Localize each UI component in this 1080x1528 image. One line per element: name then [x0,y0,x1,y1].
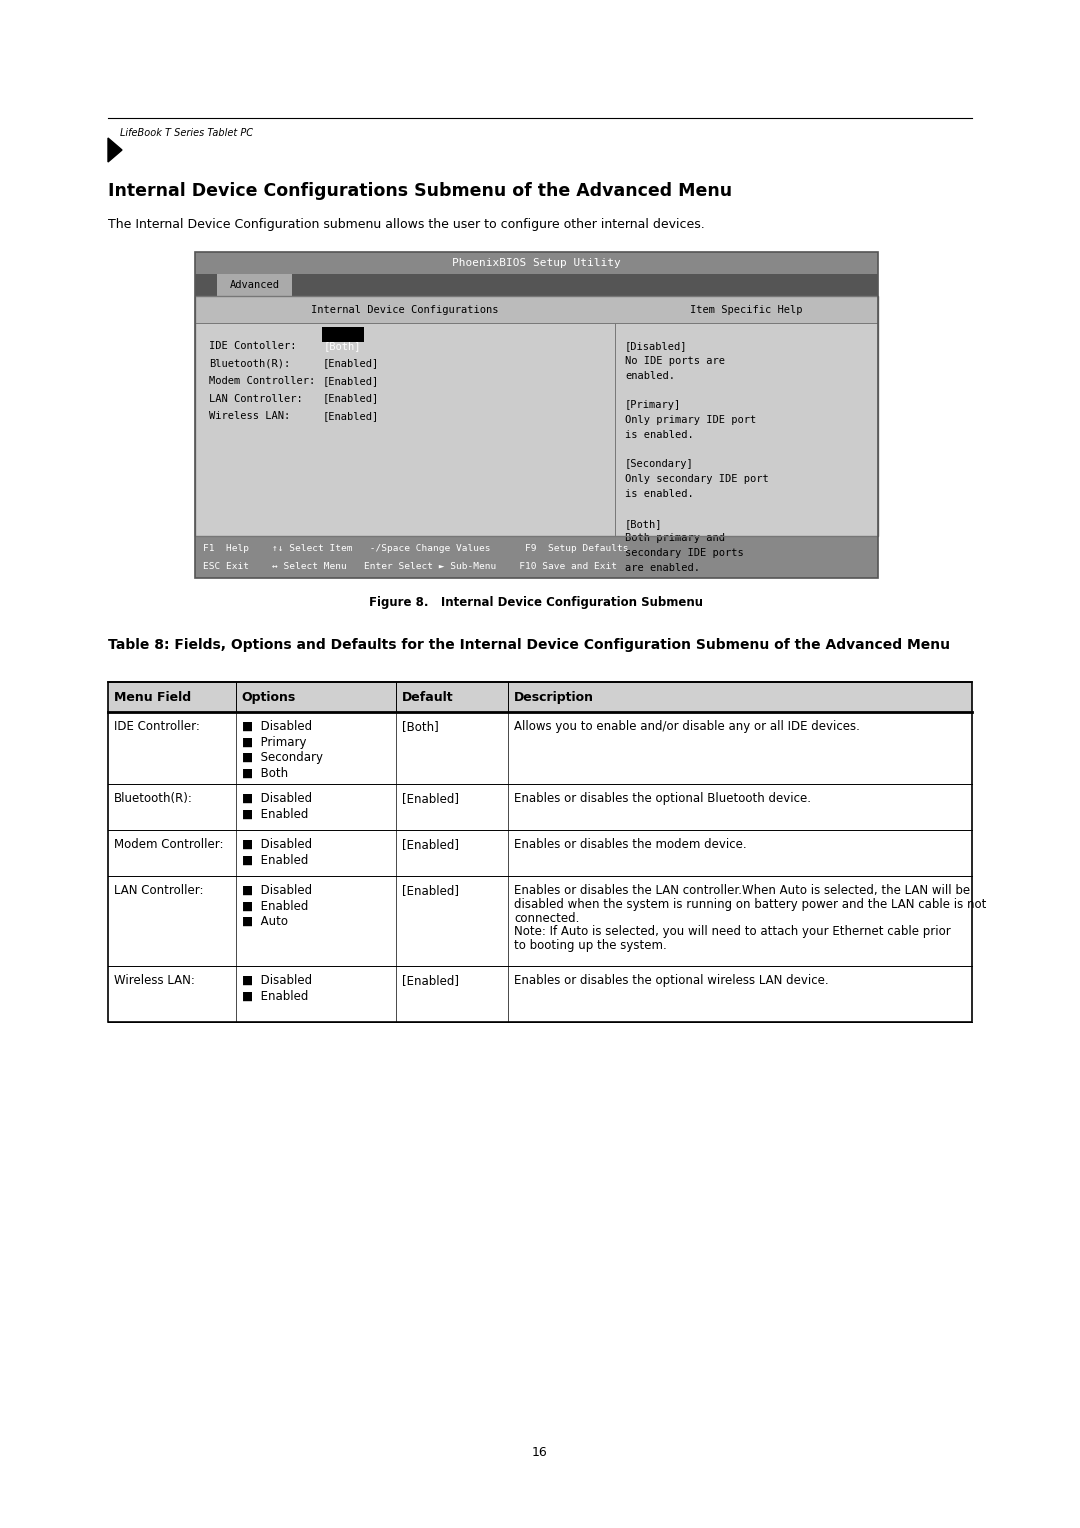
Text: No IDE ports are: No IDE ports are [625,356,725,365]
Polygon shape [108,138,122,162]
Text: ■  Auto: ■ Auto [242,915,288,927]
Text: Bluetooth(R):: Bluetooth(R): [114,792,193,805]
Text: [Both]: [Both] [625,518,662,529]
Text: ■  Enabled: ■ Enabled [242,854,308,866]
Text: secondary IDE ports: secondary IDE ports [625,549,744,558]
Bar [108,712,972,784]
Text: LifeBook T Series Tablet PC: LifeBook T Series Tablet PC [120,128,253,138]
Text: Note: If Auto is selected, you will need to attach your Ethernet cable prior: Note: If Auto is selected, you will need… [514,926,950,938]
Text: [Both]: [Both] [324,341,362,351]
Text: [Both]: [Both] [402,720,438,733]
Text: to booting up the system.: to booting up the system. [514,940,666,952]
Text: ■  Disabled: ■ Disabled [242,720,312,733]
Bar [195,274,878,296]
Text: [Primary]: [Primary] [625,400,681,410]
Bar [108,784,972,830]
Text: Enables or disables the optional wireless LAN device.: Enables or disables the optional wireles… [514,973,828,987]
Text: PhoenixBIOS Setup Utility: PhoenixBIOS Setup Utility [453,258,621,267]
Text: The Internal Device Configuration submenu allows the user to configure other int: The Internal Device Configuration submen… [108,219,705,231]
Text: Default: Default [402,691,454,703]
Text: [Enabled]: [Enabled] [323,411,379,422]
Text: Allows you to enable and/or disable any or all IDE devices.: Allows you to enable and/or disable any … [514,720,860,733]
Bar [195,296,878,536]
Text: Only secondary IDE port: Only secondary IDE port [625,474,769,484]
Text: [Disabled]: [Disabled] [625,341,688,351]
Text: [Enabled]: [Enabled] [323,394,379,403]
Text: Wireless LAN:: Wireless LAN: [210,411,291,422]
Text: Item Specific Help: Item Specific Help [690,304,802,315]
Bar [217,274,292,296]
Text: disabled when the system is running on battery power and the LAN cable is not: disabled when the system is running on b… [514,898,986,911]
Text: Internal Device Configurations Submenu of the Advanced Menu: Internal Device Configurations Submenu o… [108,182,732,200]
Text: [Enabled]: [Enabled] [402,885,459,897]
Bar [195,536,878,578]
Text: IDE Contoller:: IDE Contoller: [210,341,297,351]
Text: LAN Controller:: LAN Controller: [210,394,302,403]
Text: Wireless LAN:: Wireless LAN: [114,973,194,987]
Text: are enabled.: are enabled. [625,562,700,573]
Text: [Enabled]: [Enabled] [402,792,459,805]
Text: [Enabled]: [Enabled] [323,376,379,387]
Text: ESC Exit    ↔ Select Menu   Enter Select ► Sub-Menu    F10 Save and Exit: ESC Exit ↔ Select Menu Enter Select ► Su… [203,562,617,571]
Bar [108,830,972,876]
Text: ■  Disabled: ■ Disabled [242,973,312,987]
Text: Enables or disables the optional Bluetooth device.: Enables or disables the optional Bluetoo… [514,792,811,805]
Bar [108,681,972,1022]
Bar [108,966,972,1022]
Text: ■  Enabled: ■ Enabled [242,990,308,1002]
Text: ■  Disabled: ■ Disabled [242,837,312,851]
Text: Only primary IDE port: Only primary IDE port [625,416,756,425]
Text: Enables or disables the modem device.: Enables or disables the modem device. [514,837,746,851]
Text: [Secondary]: [Secondary] [625,460,693,469]
Text: connected.: connected. [514,912,579,924]
Text: Internal Device Configurations: Internal Device Configurations [311,304,499,315]
Text: LAN Controller:: LAN Controller: [114,885,203,897]
Text: ■  Secondary: ■ Secondary [242,750,323,764]
Text: [Enabled]: [Enabled] [402,837,459,851]
Text: Description: Description [514,691,594,703]
Bar [322,327,364,342]
Bar [108,681,972,712]
Text: Advanced: Advanced [229,280,280,290]
Bar [108,876,972,966]
Text: ■  Enabled: ■ Enabled [242,900,308,912]
Text: Table 8: Fields, Options and Defaults for the Internal Device Configuration Subm: Table 8: Fields, Options and Defaults fo… [108,639,950,652]
Bar [195,252,878,274]
Text: Modem Controller:: Modem Controller: [210,376,315,387]
Text: [Enabled]: [Enabled] [402,973,459,987]
Text: [Enabled]: [Enabled] [323,359,379,368]
Text: Options: Options [242,691,296,703]
Text: F1  Help    ↑↓ Select Item   -/Space Change Values      F9  Setup Defaults: F1 Help ↑↓ Select Item -/Space Change Va… [203,544,629,553]
Text: Bluetooth(R):: Bluetooth(R): [210,359,291,368]
Text: ■  Disabled: ■ Disabled [242,792,312,805]
Text: ■  Disabled: ■ Disabled [242,885,312,897]
Text: Menu Field: Menu Field [114,691,191,703]
Text: ■  Primary: ■ Primary [242,735,307,749]
Text: IDE Controller:: IDE Controller: [114,720,200,733]
Text: 16: 16 [532,1445,548,1459]
Bar [195,252,878,578]
Text: ■  Both: ■ Both [242,767,288,779]
Text: Modem Controller:: Modem Controller: [114,837,224,851]
Text: is enabled.: is enabled. [625,489,693,500]
Text: enabled.: enabled. [625,371,675,380]
Bar [195,296,878,322]
Text: Enables or disables the LAN controller.When Auto is selected, the LAN will be: Enables or disables the LAN controller.W… [514,885,970,897]
Text: is enabled.: is enabled. [625,429,693,440]
Bar [195,296,878,536]
Text: Figure 8.   Internal Device Configuration Submenu: Figure 8. Internal Device Configuration … [369,596,703,610]
Text: Both primary and: Both primary and [625,533,725,544]
Text: ■  Enabled: ■ Enabled [242,807,308,821]
